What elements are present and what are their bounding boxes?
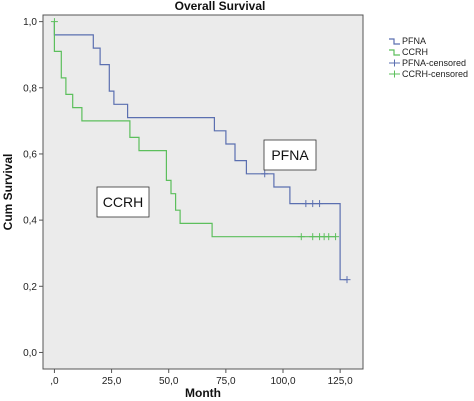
censor-mark-ccrh bbox=[50, 18, 58, 26]
x-tick-label: 50,0 bbox=[159, 376, 179, 387]
censor-mark-pfna bbox=[261, 170, 269, 178]
legend-swatch bbox=[389, 49, 400, 56]
censor-mark-pfna bbox=[343, 276, 351, 284]
censor-mark-ccrh bbox=[325, 233, 333, 241]
chart-title: Overall Survival bbox=[175, 0, 266, 13]
legend-item: CCRH bbox=[389, 47, 428, 57]
legend-item: CCRH-censored bbox=[389, 69, 468, 79]
plot-area bbox=[42, 14, 364, 370]
x-axis-label: Month bbox=[185, 386, 221, 400]
x-tick-label: 75,0 bbox=[216, 376, 236, 387]
censor-mark-ccrh bbox=[309, 233, 317, 241]
y-tick-label: 0,0 bbox=[23, 348, 37, 359]
y-tick-label: 0,6 bbox=[23, 149, 37, 160]
censor-mark-pfna bbox=[309, 200, 317, 208]
series-layer bbox=[50, 18, 351, 284]
annotation-pfna-box bbox=[263, 139, 317, 171]
annotation-ccrh: CCRH bbox=[96, 186, 150, 218]
legend-label: CCRH-censored bbox=[402, 69, 468, 79]
annotation-ccrh-box bbox=[96, 186, 150, 218]
legend-label: PFNA bbox=[402, 36, 426, 46]
x-tick-label: 100,0 bbox=[270, 376, 295, 387]
censor-mark-pfna bbox=[316, 200, 324, 208]
legend-label: CCRH bbox=[402, 47, 428, 57]
x-axis: ,0 25,0 50,0 75,0 100,0 125,0 bbox=[50, 369, 353, 387]
x-tick-label: ,0 bbox=[50, 376, 59, 387]
legend-label: PFNA-censored bbox=[402, 58, 466, 68]
censor-mark-ccrh bbox=[332, 233, 340, 241]
x-tick-label: 125,0 bbox=[328, 376, 353, 387]
annotation-pfna-label: PFNA bbox=[271, 147, 309, 163]
y-tick-label: 1,0 bbox=[23, 17, 37, 28]
series-line-pfna bbox=[53, 21, 347, 281]
y-axis: 0,0 0,2 0,4 0,6 0,8 1,0 bbox=[23, 17, 43, 359]
legend-item: PFNA-censored bbox=[389, 58, 466, 68]
y-tick-label: 0,4 bbox=[23, 216, 37, 227]
censor-mark-pfna bbox=[302, 200, 310, 208]
censor-mark-ccrh bbox=[297, 233, 305, 241]
y-axis-label: Cum Survival bbox=[1, 154, 15, 231]
x-tick-label: 25,0 bbox=[102, 376, 122, 387]
series-line-ccrh bbox=[53, 21, 336, 238]
legend-item: PFNA bbox=[389, 36, 426, 46]
annotation-pfna: PFNA bbox=[263, 139, 317, 171]
y-tick-label: 0,8 bbox=[23, 83, 37, 94]
annotation-ccrh-label: CCRH bbox=[103, 194, 143, 210]
legend-swatch bbox=[389, 38, 400, 45]
y-tick-label: 0,2 bbox=[23, 282, 37, 293]
